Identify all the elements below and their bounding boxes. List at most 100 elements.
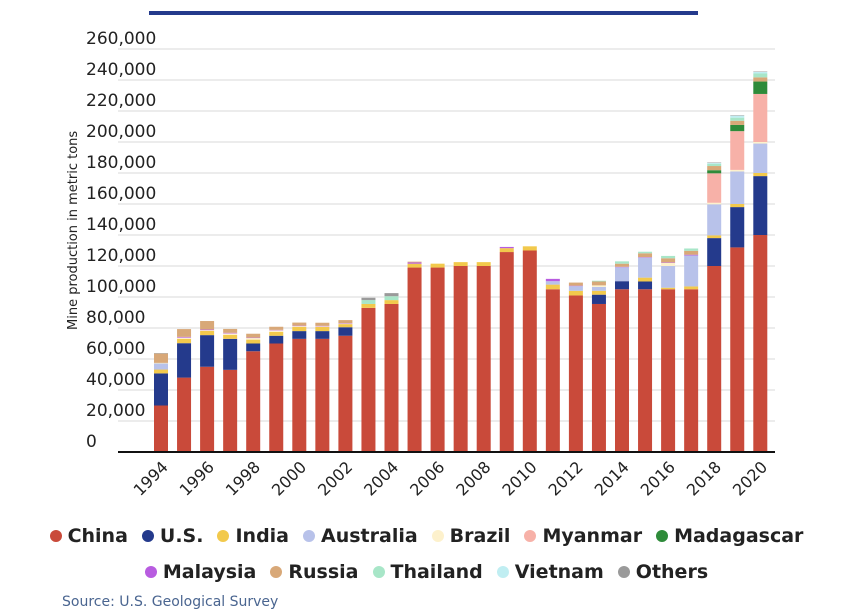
x-tick-label: 2006 xyxy=(406,457,448,499)
bar-segment-brazil xyxy=(177,337,192,339)
bar-segment-australia xyxy=(638,257,653,278)
legend-dot-icon xyxy=(270,566,283,578)
bar-segment-china xyxy=(591,303,606,452)
bar-segment-india xyxy=(661,287,676,290)
bar-segment-us xyxy=(591,294,606,304)
bar-segment-india xyxy=(407,263,422,268)
bar-segment-india xyxy=(568,290,583,296)
bar-segment-australia xyxy=(730,171,745,204)
legend-dot-icon xyxy=(303,530,315,542)
bar-segment-india xyxy=(707,235,722,239)
bar-segment-us xyxy=(638,281,653,290)
legend-item: Madagascar xyxy=(656,525,803,547)
bar-segment-thailand xyxy=(638,251,653,254)
bar-segment-india xyxy=(730,204,745,208)
bar-segment-india xyxy=(200,330,215,336)
bar-segment-china xyxy=(246,351,261,452)
bar-segment-india xyxy=(430,263,445,268)
bar-segment-china xyxy=(430,267,445,452)
x-tick-label: 2020 xyxy=(729,457,771,499)
x-tick-label: 2016 xyxy=(637,457,679,499)
bar-segment-us xyxy=(707,238,722,266)
legend-label: China xyxy=(67,525,128,547)
legend-item: Brazil xyxy=(431,525,511,547)
y-tick-label: 160,000 xyxy=(86,184,156,204)
bar-segment-brazil xyxy=(591,285,606,287)
bar-segment-china xyxy=(522,250,537,452)
legend-item: Russia xyxy=(270,561,359,583)
bar-segment-russia xyxy=(154,353,168,363)
y-tick-label: 260,000 xyxy=(86,29,156,49)
bar-segment-madagascar xyxy=(707,170,722,174)
bar-segment-myanmar xyxy=(730,131,745,170)
bar-segment-russia xyxy=(661,258,676,263)
legend-label: Malaysia xyxy=(162,561,257,583)
bar-segment-india xyxy=(177,338,192,344)
bar-segment-brazil xyxy=(269,330,284,332)
bar-segment-india xyxy=(154,369,168,374)
bar-segment-india xyxy=(453,262,468,266)
legend-item: China xyxy=(49,525,128,547)
legend-label: Vietnam xyxy=(514,561,604,583)
bar-segment-india xyxy=(315,326,330,332)
bar-segment-russia xyxy=(568,282,583,286)
bar-segment-malaysia xyxy=(545,278,560,282)
y-axis-label: Mine production in metric tons xyxy=(66,131,81,330)
y-tick-label: 60,000 xyxy=(86,339,145,359)
bar-segment-china xyxy=(684,289,699,452)
bar-segment-us xyxy=(730,207,745,248)
bar-segment-brazil xyxy=(223,333,238,335)
legend-dot-icon xyxy=(431,530,444,542)
bar-segment-malaysia xyxy=(684,254,699,256)
bar-segment-thailand xyxy=(361,300,376,304)
bar-segment-china xyxy=(753,235,768,452)
bar-segment-india xyxy=(684,286,699,290)
y-tick-label: 140,000 xyxy=(86,215,156,235)
bar-segment-russia xyxy=(269,326,284,330)
bar-segment-us xyxy=(154,373,168,406)
bar-segment-malaysia xyxy=(177,336,192,338)
bar-segment-russia xyxy=(246,333,261,338)
legend-dot-icon xyxy=(524,530,537,542)
y-tick-label: 120,000 xyxy=(86,246,156,266)
legend-label: Brazil xyxy=(449,525,511,547)
x-tick-label: 1996 xyxy=(176,457,218,499)
source-note: Source: U.S. Geological Survey xyxy=(62,594,279,610)
x-tick-label: 2014 xyxy=(591,457,633,499)
bar-segment-madagascar xyxy=(730,124,745,132)
legend-label: Myanmar xyxy=(542,525,643,547)
bar-segment-india xyxy=(361,303,376,308)
bar-segment-russia xyxy=(338,320,353,324)
legend-item: U.S. xyxy=(141,525,204,547)
legend-label: India xyxy=(235,525,289,547)
legend-label: Madagascar xyxy=(674,525,804,547)
bar-segment-india xyxy=(499,248,514,253)
bar-segment-malaysia xyxy=(200,329,215,331)
bar-segment-us xyxy=(315,331,330,339)
bar-segment-us xyxy=(615,281,629,290)
bar-segment-china xyxy=(453,266,468,452)
bar-segment-china xyxy=(638,289,653,452)
legend-item: India xyxy=(217,525,289,547)
y-tick-label: 0 xyxy=(86,432,97,452)
bar-segment-brazil xyxy=(200,330,215,331)
legend-label: U.S. xyxy=(159,525,204,547)
bar-segment-china xyxy=(568,295,583,452)
legend-dot-icon xyxy=(496,566,509,578)
bar-segment-australia xyxy=(615,267,629,282)
legend-dot-icon xyxy=(617,566,630,578)
bar-segment-brazil xyxy=(753,142,768,144)
bar-segment-russia xyxy=(292,322,307,326)
x-tick-label: 2004 xyxy=(360,457,402,499)
legend-dot-icon xyxy=(141,530,154,542)
x-tick-label: 2018 xyxy=(683,457,725,499)
x-tick-label: 2012 xyxy=(545,457,587,499)
legend-item: Myanmar xyxy=(524,525,642,547)
bar-segment-russia xyxy=(177,329,192,337)
legend-dot-icon xyxy=(49,530,62,542)
bar-segment-india xyxy=(338,324,353,328)
bar-segment-brazil xyxy=(315,326,330,327)
bar-segment-china xyxy=(615,289,629,452)
bar-segment-thailand xyxy=(684,248,699,251)
